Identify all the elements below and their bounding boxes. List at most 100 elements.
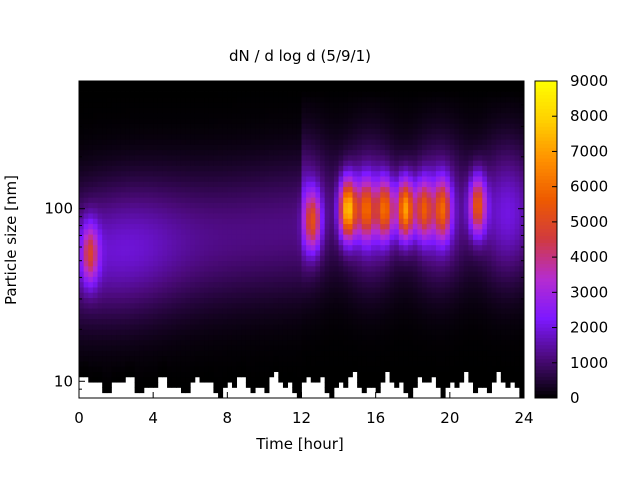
heatmap-cell [222,334,228,341]
heatmap-cell [426,213,432,219]
heatmap-cell [454,86,460,92]
heatmap-cell [120,81,126,87]
heatmap-cell [255,139,261,145]
heatmap-cell [190,287,196,293]
heatmap-cell [329,207,335,214]
heatmap-cell [371,265,377,272]
heatmap-cell [92,281,98,288]
heatmap-cell [134,244,140,251]
heatmap-cell [380,207,386,214]
heatmap-cell [88,255,94,262]
heatmap-cell [435,276,441,283]
heatmap-cell [102,234,108,240]
heatmap-cell [236,334,242,341]
heatmap-cell [208,371,214,378]
heatmap-cell [422,292,428,299]
heatmap-cell [250,191,256,198]
heatmap-cell [227,345,233,351]
heatmap-cell [180,197,187,203]
heatmap-cell [398,223,404,230]
heatmap-cell [333,149,339,156]
heatmap-cell [92,260,98,267]
heatmap-cell [352,191,358,198]
heatmap-cell [125,207,131,214]
heatmap-cell [180,376,187,383]
heatmap-cell [375,154,381,161]
heatmap-cell [371,197,377,203]
heatmap-cell [180,107,187,114]
heatmap-cell [375,292,381,299]
heatmap-cell [269,350,275,357]
heatmap-cell [236,102,242,108]
heatmap-cell [162,170,168,177]
heatmap-cell [273,350,279,357]
heatmap-cell [282,334,288,341]
heatmap-cell [97,302,103,309]
heatmap-cell [250,265,256,272]
heatmap-cell [116,191,122,198]
heatmap-cell [176,366,182,372]
heatmap-cell [394,228,400,235]
heatmap-cell [412,81,418,87]
heatmap-cell [83,292,89,299]
heatmap-cell [435,81,441,87]
heatmap-cell [125,228,131,235]
heatmap-cell [120,117,126,124]
heatmap-cell [366,371,372,378]
heatmap-cell [199,181,205,188]
heatmap-cell [79,244,85,251]
heatmap-cell [384,191,390,198]
heatmap-cell [255,371,261,378]
heatmap-cell [129,234,136,240]
heatmap-cell [222,107,228,114]
heatmap-cell [204,112,210,119]
heatmap-cell [176,308,182,314]
heatmap-cell [301,144,307,151]
heatmap-cell [431,324,437,330]
heatmap-cell [83,117,89,124]
heatmap-cell [463,96,469,103]
heatmap-cell [371,371,377,378]
heatmap-cell [143,276,149,283]
heatmap-cell [167,96,173,103]
heatmap-cell [375,334,381,341]
heatmap-cell [241,244,247,251]
heatmap-cell [129,260,136,267]
heatmap-cell [134,302,140,309]
heatmap-cell [176,292,182,299]
heatmap-cell [231,91,238,98]
heatmap-cell [477,160,483,166]
heatmap-cell [190,329,196,335]
heatmap-cell [422,244,428,251]
heatmap-cell [371,366,377,372]
heatmap-cell [292,244,298,251]
heatmap-cell [445,81,451,87]
heatmap-cell [157,117,163,124]
heatmap-cell [347,207,353,214]
heatmap-cell [208,81,214,87]
heatmap-cell [194,271,200,277]
heatmap-cell [361,165,367,172]
heatmap-cell [97,260,103,267]
heatmap-cell [347,197,353,203]
heatmap-cell [97,91,103,98]
heatmap-cell [292,139,298,145]
heatmap-cell [153,324,159,330]
heatmap-cell [301,176,307,182]
heatmap-cell [278,176,284,182]
heatmap-cell [389,355,395,362]
heatmap-cell [477,329,483,335]
heatmap-cell [120,133,126,140]
heatmap-cell [435,86,441,92]
heatmap-cell [435,329,441,335]
heatmap-cell [366,313,372,320]
heatmap-cell [269,334,275,341]
heatmap-cell [440,345,446,351]
heatmap-cell [417,144,423,151]
heatmap-cell [338,213,344,219]
heatmap-cell [431,133,437,140]
heatmap-cell [143,223,149,230]
heatmap-cell [259,371,265,378]
heatmap-cell [162,371,168,378]
heatmap-cell [222,186,228,193]
